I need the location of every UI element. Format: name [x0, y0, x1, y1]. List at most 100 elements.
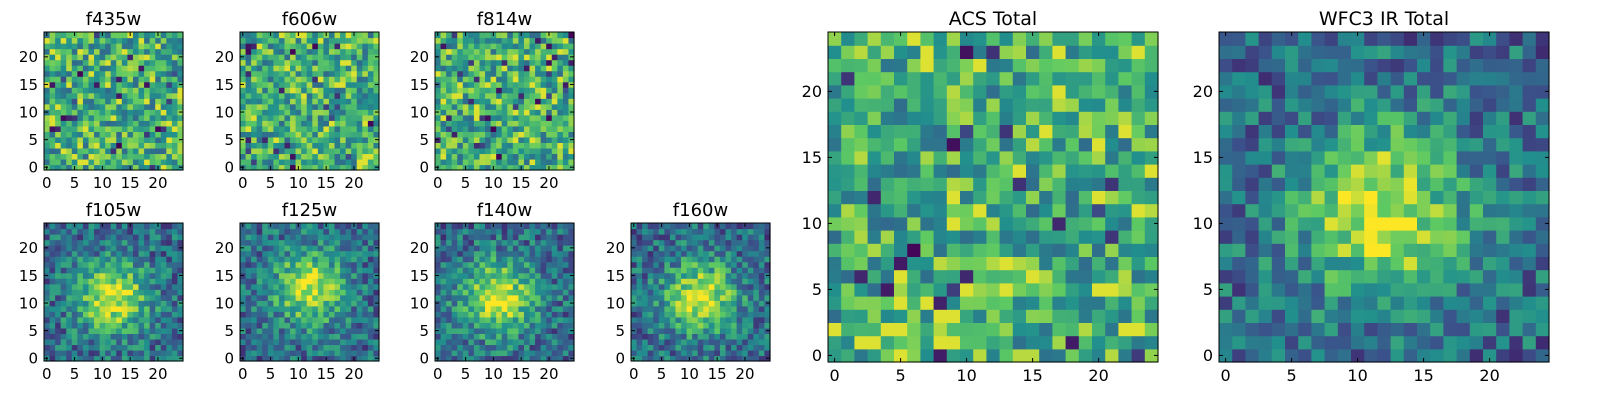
- heatmap-cell: [166, 164, 173, 171]
- y-tick-label: 5: [419, 322, 429, 340]
- heatmap-cell: [88, 223, 95, 230]
- heatmap-cell: [719, 294, 727, 301]
- heatmap-cell: [155, 316, 162, 323]
- heatmap-cell: [946, 348, 961, 363]
- heatmap-cell: [82, 344, 90, 351]
- heatmap-cell: [479, 48, 486, 55]
- heatmap-cell: [317, 70, 324, 77]
- heatmap-cell: [446, 294, 453, 301]
- heatmap-cell: [121, 355, 128, 362]
- heatmap-cell: [166, 81, 173, 88]
- heatmap-cell: [435, 65, 442, 72]
- heatmap-cell: [171, 65, 179, 72]
- heatmap-cell: [435, 98, 442, 105]
- heatmap-cell: [708, 239, 715, 246]
- heatmap-cell: [1039, 230, 1053, 244]
- heatmap-cell: [440, 355, 447, 362]
- heatmap-cell: [60, 147, 67, 155]
- heatmap-cell: [94, 103, 101, 110]
- heatmap-cell: [301, 32, 308, 39]
- heatmap-cell: [132, 239, 140, 246]
- heatmap-cell: [166, 322, 173, 329]
- heatmap-cell: [166, 158, 173, 166]
- heatmap-cell: [49, 147, 56, 155]
- heatmap-cell: [681, 289, 688, 296]
- heatmap-cell: [725, 294, 732, 301]
- heatmap-cell: [290, 305, 297, 312]
- heatmap-cell: [116, 59, 123, 66]
- heatmap-cell: [1026, 164, 1040, 178]
- heatmap-cell: [451, 147, 458, 155]
- heatmap-cell: [144, 333, 151, 340]
- heatmap-cell: [546, 322, 553, 329]
- heatmap-cell: [501, 267, 508, 274]
- heatmap-cell: [758, 294, 766, 301]
- heatmap-cell: [317, 239, 324, 246]
- heatmap-cell: [284, 234, 291, 241]
- heatmap-cell: [166, 272, 173, 279]
- heatmap-cell: [116, 120, 123, 127]
- heatmap-cell: [658, 322, 665, 329]
- heatmap-cell: [94, 311, 101, 318]
- heatmap-cell: [551, 81, 558, 88]
- heatmap-cell: [362, 136, 369, 143]
- heatmap-cell: [828, 150, 842, 165]
- heatmap-cell: [490, 311, 497, 318]
- heatmap-cell: [747, 333, 754, 340]
- heatmap-cell: [138, 98, 145, 105]
- heatmap-cell: [551, 223, 558, 230]
- heatmap-cell: [714, 267, 721, 274]
- heatmap-cell: [435, 344, 442, 351]
- heatmap-cell: [518, 245, 525, 252]
- heatmap-cell: [127, 131, 134, 138]
- heatmap-cell: [317, 48, 324, 55]
- heatmap-cell: [356, 92, 363, 99]
- heatmap-cell: [725, 322, 732, 329]
- heatmap-cell: [284, 338, 291, 346]
- heatmap-cell: [518, 300, 525, 307]
- heatmap-cell: [512, 267, 519, 274]
- heatmap-cell: [653, 311, 660, 318]
- heatmap-cell: [367, 65, 375, 72]
- heatmap-cell: [256, 261, 263, 268]
- heatmap-cell: [658, 245, 665, 252]
- heatmap-cell: [55, 114, 62, 121]
- heatmap-cell: [55, 103, 62, 110]
- heatmap-cell: [121, 278, 128, 285]
- heatmap-cell: [446, 43, 453, 50]
- heatmap-cell: [546, 349, 553, 357]
- heatmap-cell: [155, 311, 162, 318]
- heatmap-cell: [295, 37, 302, 44]
- heatmap-cell: [356, 338, 363, 346]
- heatmap-cell: [440, 311, 447, 318]
- heatmap-cell: [681, 327, 688, 334]
- heatmap-cell: [681, 316, 688, 323]
- heatmap-cell: [742, 234, 749, 241]
- heatmap-cell: [60, 125, 67, 132]
- heatmap-cell: [451, 32, 458, 39]
- heatmap-cell: [328, 59, 336, 66]
- heatmap-cell: [658, 283, 665, 290]
- heatmap-cell: [166, 131, 173, 138]
- heatmap-cell: [473, 32, 481, 39]
- heatmap-cell: [94, 289, 101, 296]
- y-tick-label: 0: [419, 350, 429, 368]
- heatmap-cell: [697, 349, 704, 357]
- heatmap-cell: [986, 230, 1001, 244]
- heatmap-cell: [373, 316, 380, 323]
- heatmap-cell: [933, 243, 948, 257]
- heatmap-cell: [60, 65, 67, 72]
- heatmap-cell: [535, 37, 542, 44]
- heatmap-cell: [496, 278, 503, 285]
- heatmap-cell: [306, 294, 313, 301]
- panel-title: f814w: [477, 9, 532, 30]
- heatmap-cell: [240, 131, 247, 138]
- heatmap-cell: [546, 37, 553, 44]
- heatmap-cell: [451, 164, 458, 171]
- heatmap-cell: [317, 32, 324, 39]
- heatmap-cell: [149, 158, 156, 166]
- heatmap-cell: [708, 223, 715, 230]
- heatmap-cell: [742, 283, 749, 290]
- heatmap-cell: [642, 349, 649, 357]
- heatmap-cell: [290, 70, 297, 77]
